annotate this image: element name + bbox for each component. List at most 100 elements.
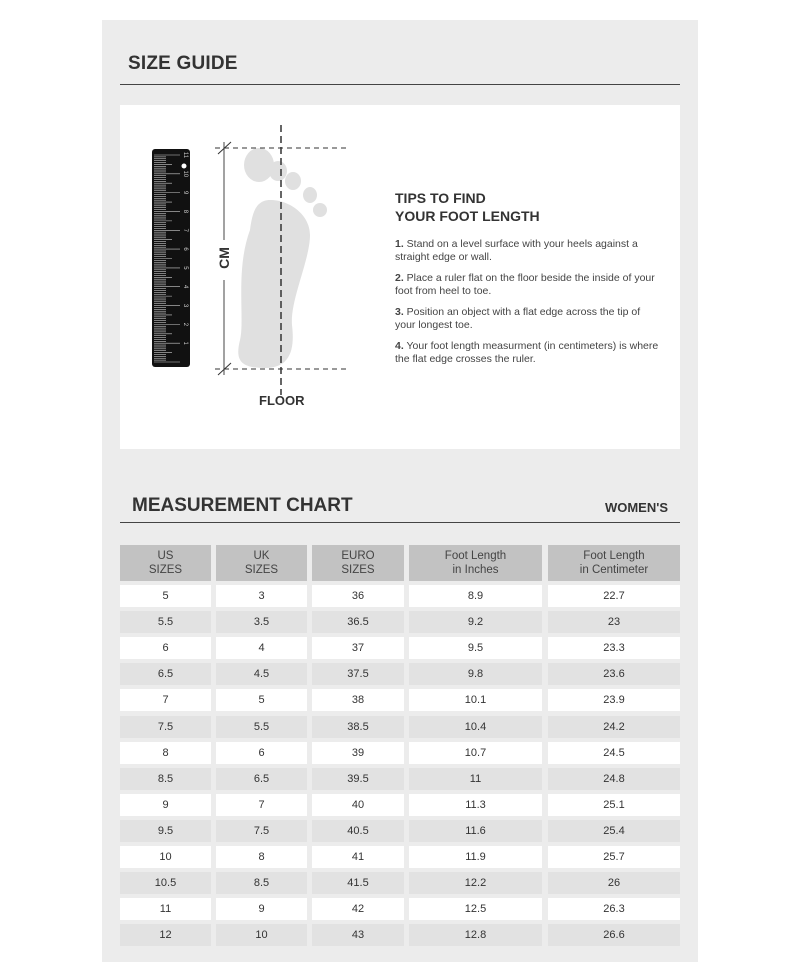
table-cell: 41 (312, 846, 404, 868)
table-cell: 23.9 (548, 689, 680, 712)
ruler-tick-label: 4 (182, 285, 188, 289)
table-cell: 9 (120, 793, 211, 816)
column-header: Foot Length in Inches (409, 545, 542, 581)
table-cell: 7.5 (216, 819, 307, 842)
table-cell: 10.5 (120, 872, 211, 895)
table-cell: 11.3 (409, 793, 542, 816)
table-cell: 9.2 (409, 611, 542, 634)
table-cell: 38 (312, 689, 404, 712)
table-cell: 10 (120, 846, 211, 868)
table-cell: 4.5 (216, 663, 307, 686)
tip-item: 3. Position an object with a flat edge a… (395, 306, 641, 331)
table-cell: 37 (312, 637, 404, 660)
table-cell: 9.5 (120, 819, 211, 842)
table-cell: 42 (312, 898, 404, 921)
table-cell: 7 (216, 793, 307, 816)
column-header-line: SIZES (148, 564, 183, 576)
column-header-line: UK (253, 550, 270, 562)
column-header: EURO SIZES (312, 545, 404, 581)
tips-title-line1: TIPS TO FIND (395, 190, 486, 206)
table-cell: 10.7 (409, 741, 542, 764)
column-header-line: in Inches (452, 564, 499, 576)
table-cell: 6.5 (120, 663, 211, 686)
table-cell: 26 (548, 872, 680, 895)
table-cell: 39 (312, 741, 404, 764)
ruler-tick-label: 2 (182, 323, 188, 327)
table-cell: 22.7 (548, 585, 680, 607)
table-cell: 5.5 (216, 715, 307, 738)
table-cell: 23.6 (548, 663, 680, 686)
table-cell: 23.3 (548, 637, 680, 660)
size-guide-title: SIZE GUIDE (128, 53, 238, 74)
column-header-line: in Centimeter (579, 564, 649, 576)
table-cell: 8.5 (216, 872, 307, 895)
table-cell: 11 (120, 898, 211, 921)
table-cell: 39.5 (312, 767, 404, 790)
column-header-line: Foot Length (444, 550, 507, 562)
table-cell: 5 (120, 585, 211, 607)
ruler-tick-label: 7 (182, 229, 188, 233)
tips-title-line2: YOUR FOOT LENGTH (395, 208, 540, 224)
table-cell: 3.5 (216, 611, 307, 634)
floor-label: FLOOR (259, 393, 305, 408)
table-cell: 40 (312, 793, 404, 816)
ruler-tick-label: 9 (182, 191, 188, 195)
table-cell: 9.5 (409, 637, 542, 660)
table-cell: 36 (312, 585, 404, 607)
column-header: Foot Length in Centimeter (548, 545, 680, 581)
column-header-line: EURO (341, 550, 375, 562)
column-header-line: SIZES (244, 564, 279, 576)
tip-item: 4. Your foot length measurment (in centi… (395, 340, 659, 365)
table-cell: 24.5 (548, 741, 680, 764)
table-cell: 11 (409, 767, 542, 790)
table-cell: 8 (120, 741, 211, 764)
table-cell: 41.5 (312, 872, 404, 895)
table-cell: 8 (216, 846, 307, 868)
ruler-illustration: 1 2 3 4 5 6 7 8 9 10 11 (152, 149, 190, 367)
ruler-tick-label: 6 (182, 247, 188, 251)
table-cell: 9.8 (409, 663, 542, 686)
ruler-tick-label: 8 (182, 210, 188, 214)
foot-measurement-diagram: 1 2 3 4 5 6 7 8 9 10 11 (152, 125, 350, 395)
table-cell: 3 (216, 585, 307, 607)
chart-divider (120, 522, 680, 523)
table-cell: 10.1 (409, 689, 542, 712)
table-cell: 10.4 (409, 715, 542, 738)
measurement-chart-title: MEASUREMENT CHART (132, 495, 353, 516)
table-cell: 25.1 (548, 793, 680, 816)
table-cell: 12 (120, 924, 211, 947)
ruler-tick-label: 10 (182, 170, 188, 177)
tips-list: 1. Stand on a level surface with your he… (395, 238, 660, 374)
table-cell: 24.2 (548, 715, 680, 738)
table-cell: 9 (216, 898, 307, 921)
tip-item: 1. Stand on a level surface with your he… (395, 238, 638, 263)
table-cell: 4 (216, 637, 307, 660)
column-header-line: US (157, 550, 174, 562)
table-cell: 38.5 (312, 715, 404, 738)
table-cell: 7.5 (120, 715, 211, 738)
column-header: UK SIZES (216, 545, 307, 581)
table-cell: 23 (548, 611, 680, 634)
table-cell: 5.5 (120, 611, 211, 634)
table-cell: 25.7 (548, 846, 680, 868)
table-cell: 10 (216, 924, 307, 947)
ruler-tick-label: 5 (182, 266, 188, 270)
table-cell: 43 (312, 924, 404, 947)
foot-illustration (238, 148, 327, 368)
table-cell: 24.8 (548, 767, 680, 790)
ruler-tick-label: 11 (182, 152, 188, 159)
column-header-line: Foot Length (583, 550, 645, 562)
table-cell: 6 (120, 637, 211, 660)
womens-label: WOMEN'S (604, 500, 668, 515)
table-cell: 12.8 (409, 924, 542, 947)
table-cell: 8.9 (409, 585, 542, 607)
table-cell: 26.6 (548, 924, 680, 947)
ruler-tick-label: 1 (182, 342, 188, 346)
table-cell: 6.5 (216, 767, 307, 790)
table-cell: 26.3 (548, 898, 680, 921)
table-cell: 7 (120, 689, 211, 712)
table-cell: 11.9 (409, 846, 542, 868)
table-cell: 25.4 (548, 819, 680, 842)
tip-item: 2. Place a ruler flat on the floor besid… (395, 272, 655, 297)
table-cell: 36.5 (312, 611, 404, 634)
